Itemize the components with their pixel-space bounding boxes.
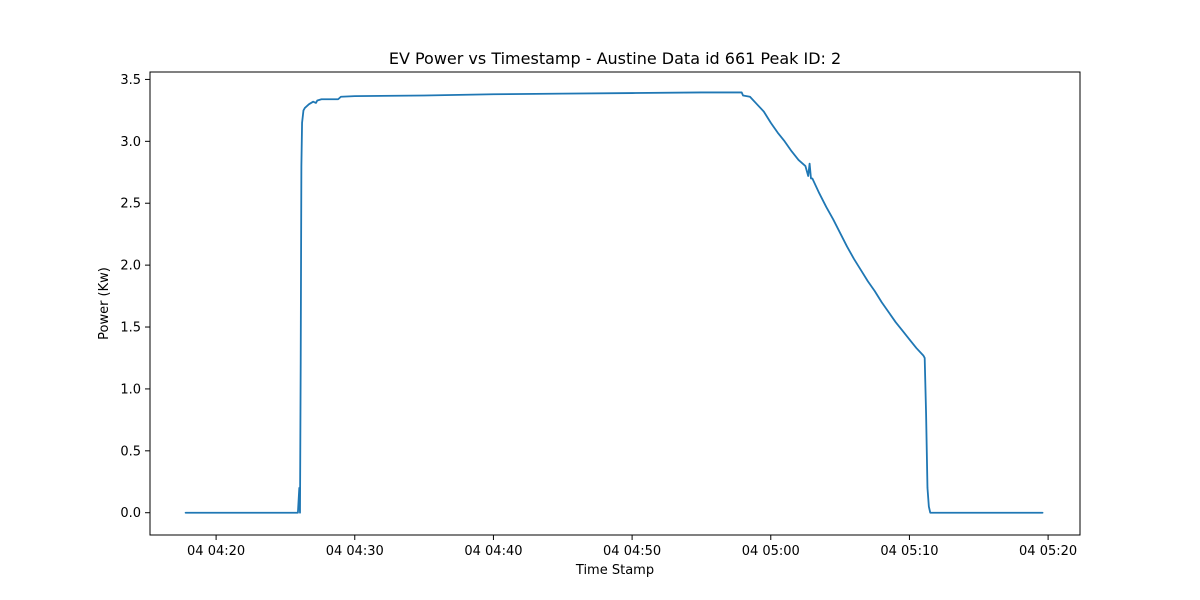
x-tick-label: 04 05:20 [1019,544,1077,559]
y-tick-label: 3.0 [120,135,141,150]
x-axis-ticks: 04 04:20 04 04:30 04 04:40 04 04:50 04 05:00… [187,535,1077,559]
y-tick-label: 2.0 [120,259,141,274]
y-tick-label: 3.5 [120,73,141,88]
chart-title: EV Power vs Timestamp - Austine Data id … [389,49,841,68]
plot-area-frame [149,71,1081,536]
x-tick-label: 04 04:50 [603,544,661,559]
series-layer [184,91,1044,514]
y-axis-label: Power (Kw) [97,267,112,340]
x-tick-label: 04 04:40 [464,544,522,559]
series-line [184,91,1044,514]
x-tick-label: 04 05:00 [742,544,800,559]
y-tick-label: 1.5 [120,321,141,336]
y-tick-label: 2.5 [120,197,141,212]
y-axis-ticks: 0.0 0.5 1.0 1.5 2.0 2.5 3.0 3.5 [120,73,150,521]
y-tick-label: 1.0 [120,382,141,397]
x-tick-label: 04 04:20 [187,544,245,559]
y-tick-label: 0.5 [120,444,141,459]
x-tick-label: 04 05:10 [880,544,938,559]
y-tick-label: 0.0 [120,506,141,521]
x-tick-label: 04 04:30 [326,544,384,559]
x-axis-label: Time Stamp [575,563,654,578]
